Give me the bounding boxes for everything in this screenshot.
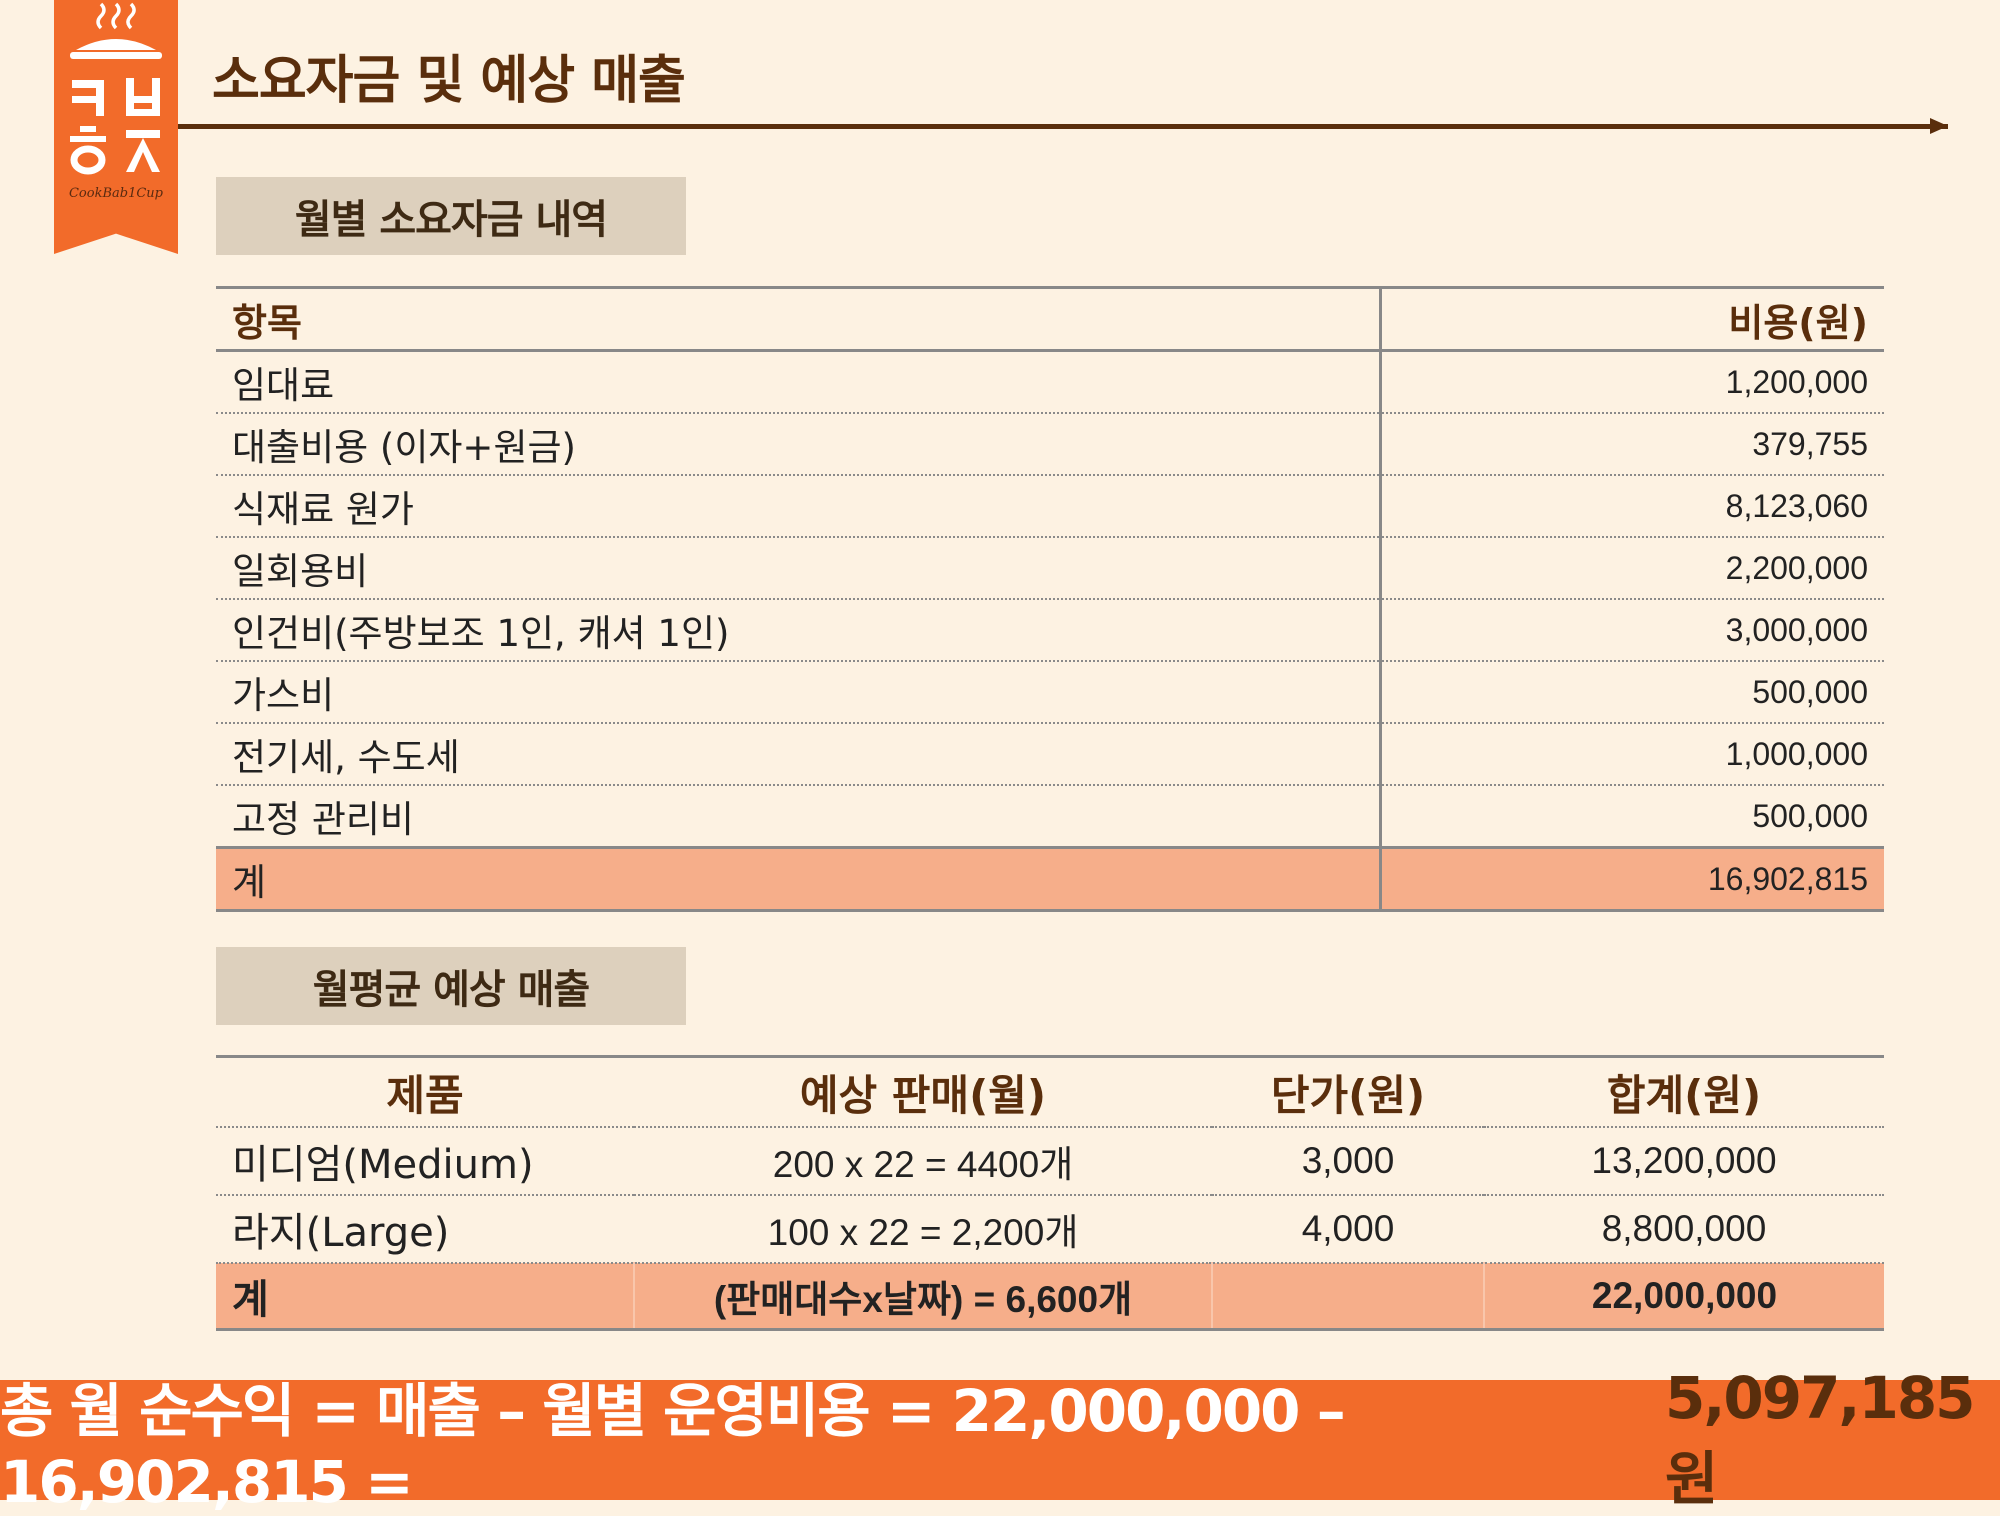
logo-hangul-mark (70, 78, 160, 175)
arrow-right-icon (1930, 118, 1948, 134)
header-expected: 예상 판매(월) (634, 1055, 1212, 1128)
table-row: 고정 관리비 500,000 (216, 785, 1884, 849)
table-row: 일회용비 2,200,000 (216, 537, 1884, 600)
row-cost: 500,000 (1379, 785, 1884, 849)
steaming-bowl-icon (70, 2, 162, 175)
net-profit-formula: 총 월 순수익 = 매출 – 월별 운영비용 = 22,000,000 – 16… (0, 1377, 1346, 1516)
row-product: 미디엄(Medium) (216, 1127, 634, 1196)
row-cost: 500,000 (1379, 661, 1884, 724)
row-item: 대출비용 (이자+원금) (216, 413, 1381, 476)
row-unit-price: 4,000 (1212, 1195, 1484, 1264)
row-unit-price: 3,000 (1212, 1127, 1484, 1196)
row-cost: 1,000,000 (1379, 723, 1884, 786)
row-subtotal: 13,200,000 (1484, 1127, 1884, 1196)
row-item: 일회용비 (216, 537, 1381, 600)
header-unit-price: 단가(원) (1212, 1055, 1484, 1128)
table-row: 임대료 1,200,000 (216, 350, 1884, 414)
page-title: 소요자금 및 예상 매출 (212, 51, 686, 111)
table-row: 식재료 원가 8,123,060 (216, 475, 1884, 538)
row-item: 인건비(주방보조 1인, 캐셔 1인) (216, 599, 1381, 662)
title-underline (178, 124, 1948, 129)
row-expected: 200 x 22 = 4400개 (634, 1127, 1212, 1196)
total-label: 계 (216, 1263, 634, 1331)
total-label: 계 (216, 847, 1381, 912)
table-row: 가스비 500,000 (216, 661, 1884, 724)
row-item: 전기세, 수도세 (216, 723, 1381, 786)
row-cost: 379,755 (1379, 413, 1884, 476)
row-expected: 100 x 22 = 2,200개 (634, 1195, 1212, 1264)
table-header-row: 항목 비용(원) (216, 286, 1884, 352)
total-cost: 16,902,815 (1379, 847, 1884, 912)
row-item: 임대료 (216, 350, 1381, 414)
row-cost: 2,200,000 (1379, 537, 1884, 600)
table-row: 대출비용 (이자+원금) 379,755 (216, 413, 1884, 476)
logo-tagline: CookBab1Cup (68, 186, 163, 201)
table-row: 전기세, 수도세 1,000,000 (216, 723, 1884, 786)
table-header-row: 제품 예상 판매(월) 단가(원) 합계(원) (216, 1055, 1884, 1128)
brand-logo: CookBab1Cup (54, 0, 178, 254)
table-row: 라지(Large) 100 x 22 = 2,200개 4,000 8,800,… (216, 1195, 1884, 1264)
net-profit-result: 5,097,185원 (1664, 1364, 1976, 1513)
table-row: 미디엄(Medium) 200 x 22 = 4400개 3,000 13,20… (216, 1127, 1884, 1196)
table-row: 인건비(주방보조 1인, 캐셔 1인) 3,000,000 (216, 599, 1884, 662)
row-cost: 8,123,060 (1379, 475, 1884, 538)
net-profit-banner: 총 월 순수익 = 매출 – 월별 운영비용 = 22,000,000 – 16… (0, 1364, 2000, 1516)
row-item: 가스비 (216, 661, 1381, 724)
header-cost: 비용(원) (1379, 286, 1884, 352)
row-item: 고정 관리비 (216, 785, 1381, 849)
total-subtotal: 22,000,000 (1483, 1263, 1884, 1331)
sales-total-row: 계 (판매대수x날짜) = 6,600개 22,000,000 (216, 1263, 1884, 1331)
header-subtotal: 합계(원) (1484, 1055, 1884, 1128)
row-product: 라지(Large) (216, 1195, 634, 1264)
total-expected: (판매대수x날짜) = 6,600개 (633, 1263, 1212, 1331)
row-cost: 3,000,000 (1379, 599, 1884, 662)
costs-total-row: 계 16,902,815 (216, 847, 1884, 912)
expected-sales-table: 제품 예상 판매(월) 단가(원) 합계(원) 미디엄(Medium) 200 … (216, 1055, 1884, 1331)
monthly-costs-table: 항목 비용(원) 임대료 1,200,000 대출비용 (이자+원금) 379,75… (216, 286, 1884, 912)
costs-section-label: 월별 소요자금 내역 (216, 177, 686, 255)
header-product: 제품 (216, 1055, 634, 1128)
header-item: 항목 (216, 286, 1381, 352)
row-item: 식재료 원가 (216, 475, 1381, 538)
row-cost: 1,200,000 (1379, 350, 1884, 414)
row-subtotal: 8,800,000 (1484, 1195, 1884, 1264)
total-unit-price (1211, 1263, 1484, 1331)
sales-section-label: 월평균 예상 매출 (216, 947, 686, 1025)
